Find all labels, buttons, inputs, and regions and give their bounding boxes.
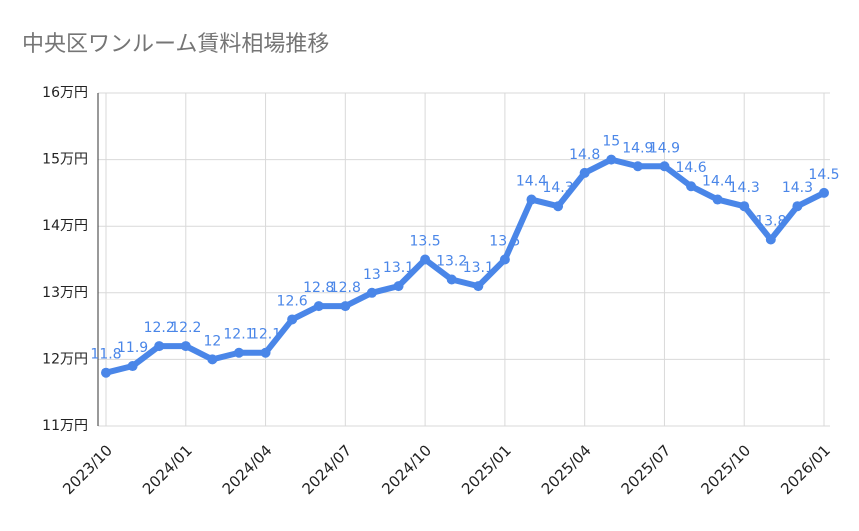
series-line — [105, 156, 826, 376]
data-point — [446, 274, 457, 285]
data-point — [260, 347, 271, 358]
data-label: 12.6 — [277, 293, 308, 309]
data-label: 14.6 — [675, 160, 706, 176]
data-label: 14.9 — [622, 140, 653, 156]
data-point — [765, 234, 776, 245]
data-point — [287, 314, 298, 325]
data-label: 14.8 — [569, 147, 600, 163]
data-label: 13.5 — [410, 234, 441, 250]
x-tick-label: 2024/04 — [219, 441, 276, 498]
data-label: 12.8 — [330, 280, 361, 296]
x-tick-label: 2024/10 — [378, 441, 435, 498]
data-point — [366, 287, 377, 298]
data-point — [606, 154, 617, 165]
y-tick-label: 13万円 — [42, 285, 88, 301]
data-label: 13.2 — [436, 253, 467, 269]
y-tick-label: 16万円 — [42, 85, 88, 101]
data-label: 14.5 — [808, 167, 839, 183]
data-point — [686, 181, 697, 192]
data-point — [233, 347, 244, 358]
data-label: 13.1 — [463, 260, 494, 276]
chart-title: 中央区ワンルーム賃料相場推移 — [22, 32, 329, 57]
data-point — [659, 161, 670, 172]
data-label: 13.1 — [383, 260, 414, 276]
data-point — [313, 301, 324, 312]
data-label: 11.8 — [90, 347, 121, 363]
data-point — [473, 281, 484, 292]
x-tick-label: 2025/07 — [618, 441, 675, 498]
data-point — [553, 201, 564, 212]
data-label: 14.3 — [542, 180, 573, 196]
data-point — [154, 341, 165, 352]
data-label: 13.5 — [489, 234, 520, 250]
data-label: 14.9 — [649, 140, 680, 156]
data-point — [819, 187, 829, 198]
data-point — [526, 194, 537, 205]
data-label: 13.8 — [755, 214, 786, 230]
data-label: 11.9 — [117, 340, 148, 356]
data-label: 12.8 — [303, 280, 334, 296]
data-point — [632, 161, 643, 172]
data-label: 12.1 — [223, 327, 254, 343]
y-tick-label: 12万円 — [42, 351, 88, 367]
data-point — [180, 341, 191, 352]
data-label: 14.3 — [782, 180, 813, 196]
data-label: 14.3 — [729, 180, 760, 196]
x-tick-label: 2024/01 — [139, 441, 196, 498]
data-label: 14.4 — [516, 174, 547, 190]
x-tick-label: 2025/10 — [697, 441, 754, 498]
data-label: 12.2 — [170, 320, 201, 336]
y-tick-label: 11万円 — [42, 418, 88, 434]
x-tick-label: 2025/04 — [538, 441, 595, 498]
data-point — [792, 201, 803, 212]
data-label: 12.1 — [250, 327, 281, 343]
data-label: 12.2 — [144, 320, 175, 336]
x-tick-label: 2025/01 — [458, 441, 515, 498]
data-point — [739, 201, 750, 212]
data-point — [420, 254, 431, 265]
data-label: 15 — [602, 134, 620, 150]
y-tick-label: 15万円 — [42, 152, 88, 168]
data-point — [579, 167, 590, 178]
x-tick-label: 2024/07 — [299, 441, 356, 498]
data-label: 14.4 — [702, 174, 733, 190]
data-point — [393, 281, 404, 292]
y-tick-label: 14万円 — [42, 218, 88, 234]
data-point — [127, 361, 138, 372]
data-label: 13 — [363, 267, 381, 283]
data-point — [712, 194, 723, 205]
x-tick-label: 2023/10 — [59, 441, 116, 498]
data-label: 12 — [203, 333, 221, 349]
x-tick-label: 2026/01 — [777, 441, 834, 498]
data-point — [101, 367, 111, 378]
data-point — [207, 354, 218, 365]
data-point — [499, 254, 510, 265]
data-point — [340, 301, 351, 312]
